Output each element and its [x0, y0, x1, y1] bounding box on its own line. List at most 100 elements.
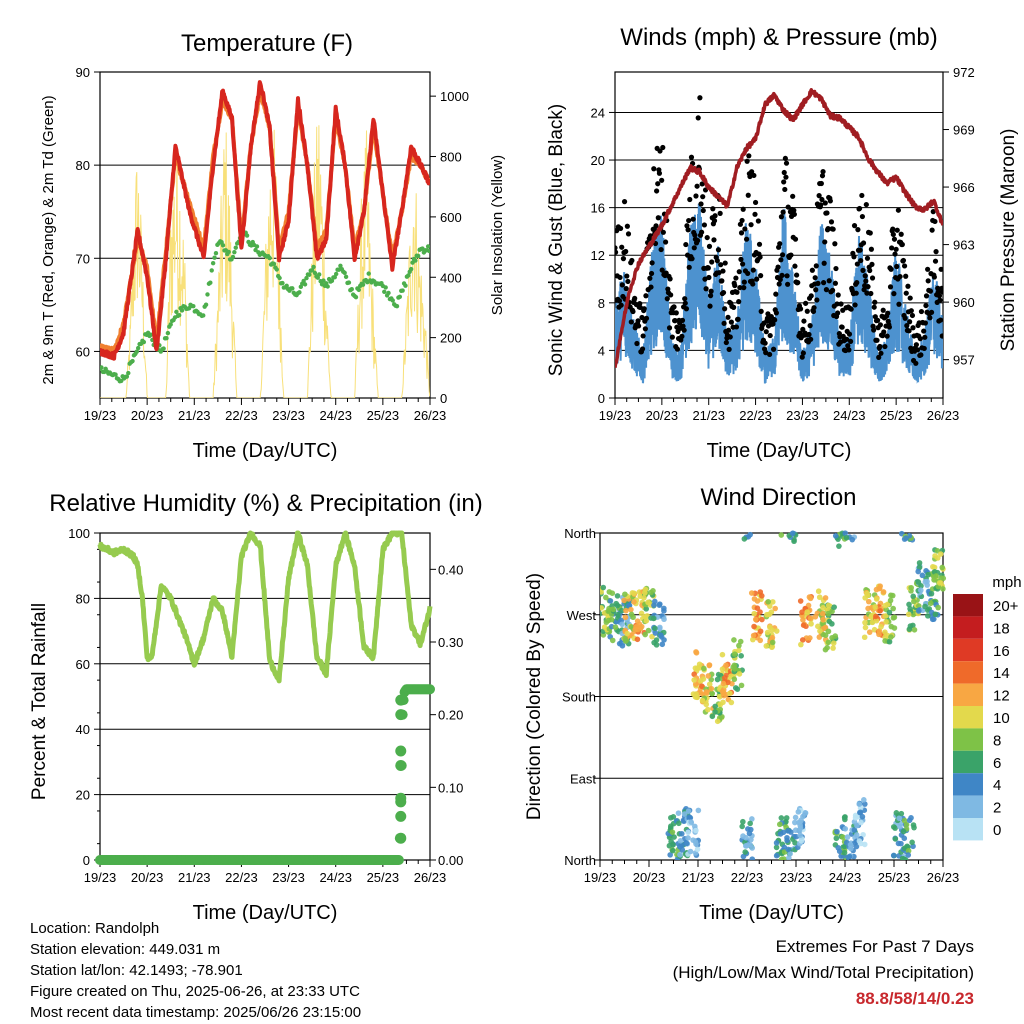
x-tick-label: 25/23	[367, 408, 400, 423]
direction-point	[691, 677, 697, 683]
gust-point	[698, 201, 704, 207]
direction-point	[642, 589, 648, 596]
gust-point	[694, 183, 700, 189]
y-tick-label: 90	[76, 65, 90, 80]
direction-point	[778, 815, 785, 821]
y-tick-label: 12	[591, 248, 605, 263]
direction-point	[903, 821, 910, 828]
gust-point	[819, 173, 826, 179]
gust-point	[754, 276, 760, 282]
gust-point	[772, 317, 778, 323]
gust-point	[808, 336, 814, 342]
direction-point	[731, 676, 738, 683]
gust-point	[908, 308, 914, 314]
gust-point	[733, 324, 740, 330]
direction-point	[709, 690, 715, 697]
dewpoint-point	[213, 251, 219, 256]
direction-point	[641, 594, 647, 601]
gust-point	[728, 319, 734, 325]
direction-point	[708, 685, 715, 692]
gust-point	[895, 207, 901, 213]
direction-point	[792, 814, 799, 821]
gust-point	[639, 314, 645, 321]
gust-point	[848, 306, 854, 312]
direction-point	[911, 598, 917, 605]
gust-point	[933, 249, 939, 255]
direction-point	[806, 594, 813, 600]
legend-title: mph	[992, 574, 1021, 591]
gust-point	[788, 252, 794, 258]
x-tick-label: 26/23	[927, 408, 960, 423]
recent-text: Most recent data timestamp: 2025/06/26 2…	[30, 1004, 362, 1021]
gust-point	[855, 227, 861, 233]
direction-point	[685, 835, 691, 841]
x-tick-label: 20/23	[131, 870, 164, 885]
direction-point	[905, 611, 912, 618]
precip-point	[393, 855, 404, 865]
direction-point	[757, 609, 763, 615]
gust-point	[813, 287, 819, 293]
direction-point	[623, 607, 629, 614]
dewpoint-point	[309, 268, 315, 273]
dewpoint-point	[179, 308, 185, 313]
x-tick-label: 20/23	[646, 408, 679, 423]
direction-point	[745, 842, 752, 848]
gust-point	[882, 343, 888, 350]
direction-point	[892, 825, 898, 831]
direction-point	[795, 819, 802, 826]
gust-point	[907, 319, 913, 325]
direction-point	[751, 596, 758, 602]
dewpoint-point	[338, 263, 343, 269]
direction-point	[873, 617, 880, 624]
dewpoint-point	[161, 346, 166, 351]
direction-point	[770, 599, 776, 605]
direction-point	[797, 598, 804, 604]
direction-point	[897, 823, 903, 830]
direction-point	[882, 613, 889, 619]
dewpoint-point	[349, 287, 354, 292]
y2-tick-label: 0.10	[438, 780, 463, 795]
direction-point	[693, 841, 699, 847]
gust-point	[885, 310, 891, 316]
chart-title: Winds (mph) & Pressure (mb)	[620, 24, 937, 51]
direction-point	[720, 699, 726, 706]
direction-point	[600, 589, 604, 595]
y2-tick-label: 963	[953, 238, 975, 253]
legend-label: 20+	[993, 598, 1019, 615]
x-tick-label: 23/23	[272, 870, 305, 885]
elevation-text: Station elevation: 449.031 m	[30, 941, 221, 958]
direction-point	[769, 627, 775, 633]
direction-point	[917, 587, 924, 594]
dewpoint-point	[254, 244, 260, 249]
direction-point	[816, 594, 823, 601]
direction-point	[769, 634, 776, 641]
y-tick-label: North	[564, 853, 596, 868]
direction-point	[927, 600, 934, 607]
y2-tick-label: 960	[953, 295, 975, 310]
gust-point	[700, 207, 706, 214]
direction-point	[670, 847, 676, 854]
gust-point	[648, 270, 655, 277]
gust-point	[741, 279, 747, 285]
direction-point	[624, 630, 631, 637]
gust-point	[783, 160, 790, 166]
gust-point	[830, 226, 836, 232]
gust-point	[697, 95, 703, 101]
y2-tick-label: 0	[440, 391, 447, 406]
gust-point	[778, 214, 785, 220]
direction-point	[619, 621, 625, 628]
gust-point	[715, 247, 722, 253]
direction-point	[730, 664, 736, 670]
gust-point	[824, 210, 830, 216]
direction-point	[861, 797, 867, 803]
direction-point	[890, 852, 897, 859]
dewpoint-point	[382, 289, 387, 294]
x-tick-label: 22/23	[225, 870, 258, 885]
gust-point	[750, 267, 756, 273]
direction-point	[740, 818, 746, 825]
direction-point	[865, 598, 872, 605]
gust-point	[867, 267, 873, 274]
direction-point	[721, 692, 727, 699]
y-tick-label: East	[570, 771, 596, 786]
gust-point	[752, 211, 758, 217]
